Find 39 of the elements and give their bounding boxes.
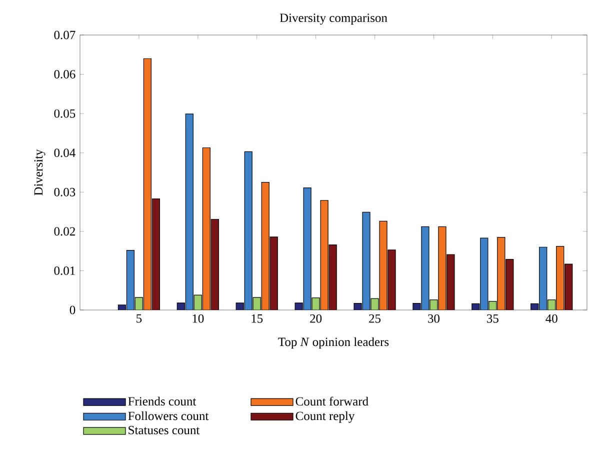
chart-title: Diversity comparison	[280, 14, 388, 25]
y-tick-label: 0.01	[54, 266, 75, 275]
bar	[210, 218, 219, 310]
x-tick-label: 20	[310, 314, 322, 323]
x-tick-label: 35	[487, 314, 498, 323]
x-tick-label: 15	[252, 314, 263, 323]
y-tick-label: 0.05	[54, 109, 76, 118]
bar	[564, 264, 573, 310]
bar	[497, 237, 506, 310]
legend-label: Count reply	[296, 411, 355, 423]
bar	[126, 250, 135, 310]
legend-label: Count forward	[296, 396, 368, 406]
x-tick-label: 30	[428, 314, 440, 323]
legend-label: Followers count	[128, 411, 209, 420]
bar	[506, 259, 514, 310]
x-tick-label: 5	[136, 314, 142, 323]
legend-label: Statuses count	[128, 426, 200, 434]
y-tick-label: 0.02	[54, 227, 75, 236]
bar	[152, 198, 160, 310]
y-tick-label: 0.04	[54, 148, 76, 158]
bar	[244, 151, 252, 310]
bar	[270, 236, 278, 310]
x-tick-label: 40	[546, 314, 558, 323]
y-tick-label: 0.06	[54, 70, 76, 79]
bar	[143, 58, 152, 310]
x-axis-title: Top N opinion leaders	[278, 337, 389, 349]
bar	[480, 238, 488, 310]
bar	[202, 147, 210, 310]
y-tick-label: 0	[70, 306, 76, 314]
legend-label: Friends count	[128, 396, 196, 406]
bar	[261, 182, 270, 310]
bar	[539, 246, 548, 310]
y-axis-title: Diversity	[34, 149, 46, 196]
bar	[185, 114, 194, 310]
y-tick-label: 0.03	[54, 188, 76, 196]
x-tick-label: 10	[192, 314, 204, 323]
x-tick-label: 25	[369, 314, 381, 323]
bar	[556, 246, 564, 310]
y-tick-label: 0.07	[54, 30, 76, 40]
